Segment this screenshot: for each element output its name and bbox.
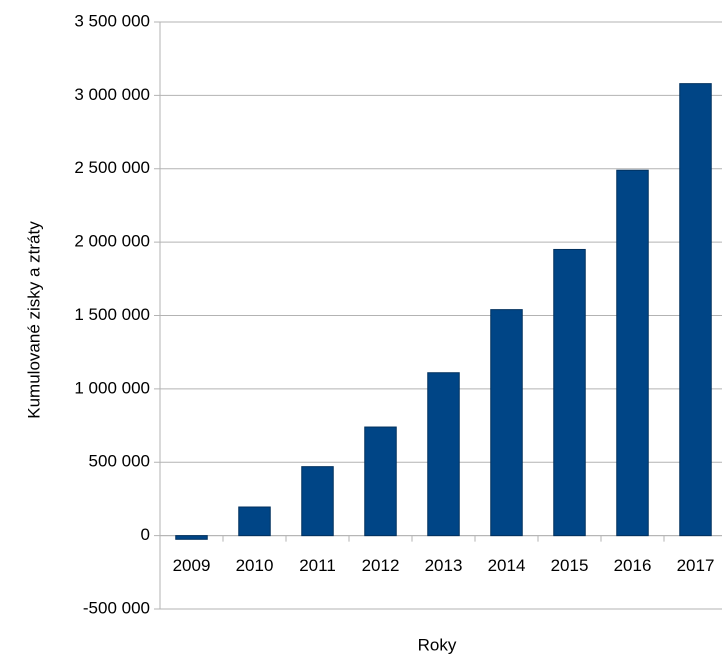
y-tick-label: -500 000: [83, 598, 150, 617]
x-tick-label: 2012: [362, 556, 400, 575]
bar: [553, 248, 586, 537]
y-tick-label: 3 000 000: [74, 85, 150, 104]
y-tick-label: 2 000 000: [74, 232, 150, 251]
x-tick-label: 2014: [488, 556, 526, 575]
bar: [364, 426, 397, 537]
bar: [238, 506, 271, 537]
y-tick-label: 2 500 000: [74, 158, 150, 177]
bar: [490, 309, 523, 537]
x-tick-label: 2010: [236, 556, 274, 575]
y-tick-label: 1 000 000: [74, 378, 150, 397]
x-tick-label: 2015: [551, 556, 589, 575]
y-tick-label: 1 500 000: [74, 305, 150, 324]
y-tick-label: 0: [141, 525, 150, 544]
x-tick-label: 2013: [425, 556, 463, 575]
y-axis-title: Kumulované zisky a ztráty: [24, 221, 43, 419]
y-tick-label: 500 000: [89, 452, 150, 471]
bar: [427, 372, 460, 537]
x-tick-label: 2009: [173, 556, 211, 575]
bar: [301, 466, 334, 537]
bar: [175, 535, 208, 540]
bar: [679, 83, 712, 537]
x-tick-label: 2016: [614, 556, 652, 575]
bar: [616, 169, 649, 537]
x-tick-label: 2011: [299, 556, 336, 575]
y-tick-label: 3 500 000: [74, 11, 150, 30]
x-axis-title: Roky: [418, 635, 457, 654]
x-tick-label: 2017: [677, 556, 715, 575]
